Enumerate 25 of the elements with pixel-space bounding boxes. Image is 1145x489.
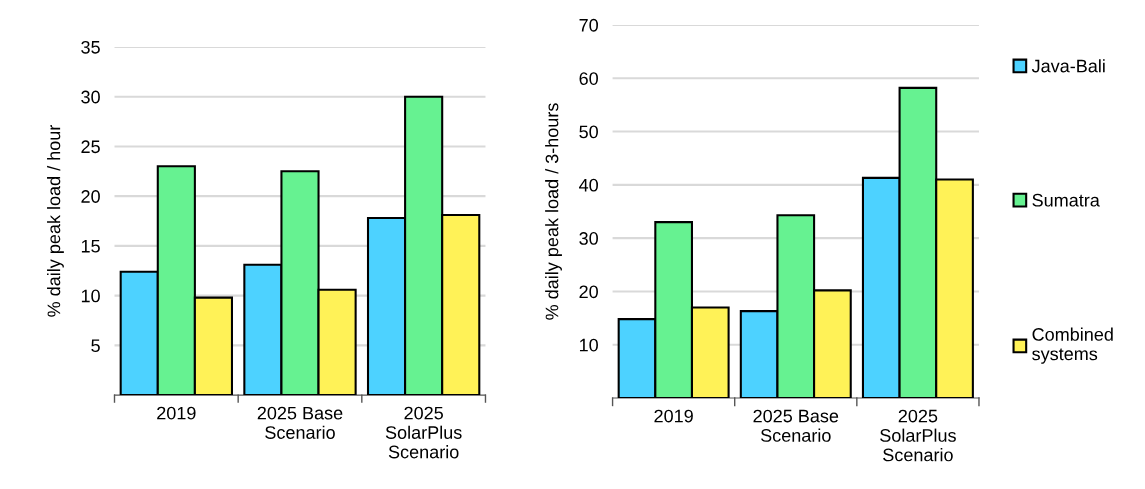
x-tick-label: 2025 SolarPlus Scenario xyxy=(385,406,462,459)
y-tick-label: 5 xyxy=(91,339,100,353)
y-axis-title: % daily peak load / hour xyxy=(47,124,64,317)
x-tick-label: 2019 xyxy=(157,406,196,420)
y-tick-label: 60 xyxy=(579,72,598,85)
y-tick-label: 20 xyxy=(81,190,100,203)
y-tick-label: 20 xyxy=(579,285,598,299)
x-tick-label: 2019 xyxy=(654,409,693,423)
y-tick-label: 30 xyxy=(579,232,598,245)
y-tick-label: 50 xyxy=(579,125,598,139)
y-axis-title: % daily peak load / 3-hours xyxy=(545,103,562,320)
x-tick-label: 2025 Base Scenario xyxy=(753,409,839,442)
y-tick-label: 30 xyxy=(81,90,100,104)
x-tick-label: 2025 Base Scenario xyxy=(257,406,343,439)
legend-label: Sumatra xyxy=(1032,193,1100,207)
y-tick-label: 10 xyxy=(579,338,598,352)
y-tick-label: 40 xyxy=(579,178,598,192)
legend-label: Combined systems xyxy=(1032,327,1113,364)
y-tick-label: 70 xyxy=(579,18,598,32)
legend-label: Java-Bali xyxy=(1031,59,1105,73)
y-tick-label: 15 xyxy=(81,240,100,253)
y-tick-label: 35 xyxy=(81,40,100,54)
y-tick-label: 25 xyxy=(81,140,100,154)
y-tick-label: 10 xyxy=(81,289,100,303)
x-tick-label: 2025 SolarPlus Scenario xyxy=(880,409,956,462)
